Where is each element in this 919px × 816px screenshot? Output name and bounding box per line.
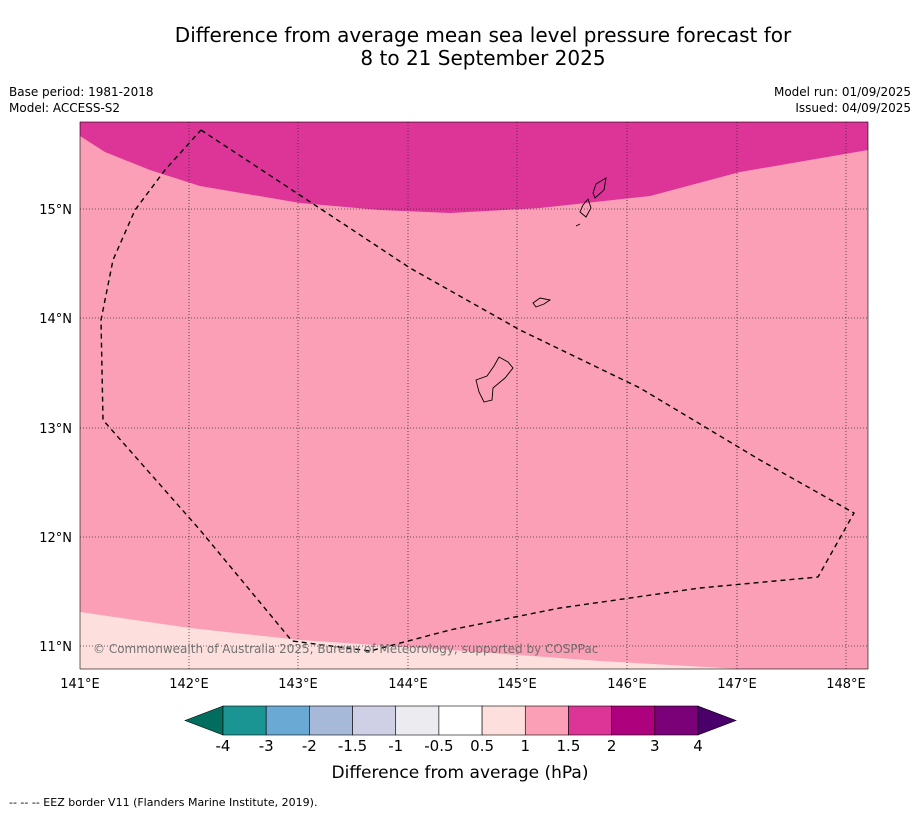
- colorbar-box: [265, 705, 310, 736]
- colorbar-tick-label: -4: [216, 737, 231, 755]
- eez-border: [100, 129, 855, 652]
- lon-label: 143°E: [278, 677, 318, 692]
- base-period: Base period: 1981-2018: [9, 85, 154, 99]
- eez-legend-note: -- -- -- EEZ border V11 (Flanders Marine…: [9, 796, 318, 809]
- colorbar-box: [395, 705, 440, 736]
- lon-label: 146°E: [607, 677, 647, 692]
- colorbar-tick-label: -1.5: [338, 737, 367, 755]
- lat-label: 12°N: [39, 531, 72, 546]
- colorbar-tick-label: 3: [650, 737, 660, 755]
- colorbar-extend-high: [697, 705, 737, 736]
- title-line-2: 8 to 21 September 2025: [360, 46, 606, 70]
- map-panel: © Commonwealth of Australia 2025, Bureau…: [80, 122, 868, 669]
- copyright-notice: © Commonwealth of Australia 2025, Bureau…: [93, 642, 598, 656]
- colorbar-tick-label: 1: [520, 737, 530, 755]
- lon-label: 144°E: [388, 677, 428, 692]
- colorbar-box: [654, 705, 699, 736]
- colorbar-tick-labels: -4 -3 -2 -1.5 -1 -0.5 0.5 1 1.5 2 3 4: [216, 737, 703, 755]
- colorbar-tick-label: 0.5: [470, 737, 494, 755]
- colorbar: [184, 705, 737, 736]
- islands: [475, 177, 607, 403]
- title-line-1: Difference from average mean sea level p…: [174, 23, 792, 47]
- issued-date: Issued: 04/09/2025: [795, 101, 911, 115]
- colorbar-box: [524, 705, 569, 736]
- colorbar-box: [481, 705, 526, 736]
- guam-island: [475, 356, 514, 403]
- map-frame: [79, 121, 869, 670]
- colorbar-tick-label: -0.5: [424, 737, 453, 755]
- colorbar-box: [352, 705, 397, 736]
- lat-label: 15°N: [39, 203, 72, 218]
- rota-island: [532, 297, 552, 308]
- lon-label: 142°E: [169, 677, 209, 692]
- saipan-island: [592, 177, 607, 199]
- lat-label: 14°N: [39, 312, 72, 327]
- lon-label: 147°E: [717, 677, 757, 692]
- colorbar-box: [438, 705, 483, 736]
- lon-label: 141°E: [60, 677, 100, 692]
- graticule: [80, 122, 868, 669]
- colorbar-extend-low: [184, 705, 224, 736]
- colorbar-tick-label: 1.5: [557, 737, 581, 755]
- model-run: Model run: 01/09/2025: [773, 85, 911, 99]
- band-1-5-to-2: [80, 122, 868, 213]
- longitude-labels: 141°E 142°E 143°E 144°E 145°E 146°E 147°…: [60, 677, 866, 692]
- colorbar-box: [309, 705, 353, 736]
- colorbar-box: [568, 705, 612, 736]
- colorbar-box: [222, 705, 267, 736]
- colorbar-tick-label: 2: [607, 737, 617, 755]
- tinian-island: [579, 198, 592, 218]
- band-1-to-1-5: [80, 122, 868, 669]
- latitude-labels: 15°N 14°N 13°N 12°N 11°N: [39, 203, 72, 655]
- aguijan-islet: [575, 223, 581, 227]
- colorbar-tick-label: -1: [388, 737, 403, 755]
- model-name: Model: ACCESS-S2: [9, 101, 121, 115]
- colorbar-tick-label: -2: [302, 737, 317, 755]
- colorbar-box: [611, 705, 656, 736]
- lon-label: 148°E: [826, 677, 866, 692]
- colorbar-label: Difference from average (hPa): [332, 763, 589, 783]
- colorbar-tick-label: -3: [259, 737, 274, 755]
- lon-label: 145°E: [497, 677, 537, 692]
- lat-label: 11°N: [39, 640, 72, 655]
- colorbar-tick-label: 4: [693, 737, 703, 755]
- lat-label: 13°N: [39, 422, 72, 437]
